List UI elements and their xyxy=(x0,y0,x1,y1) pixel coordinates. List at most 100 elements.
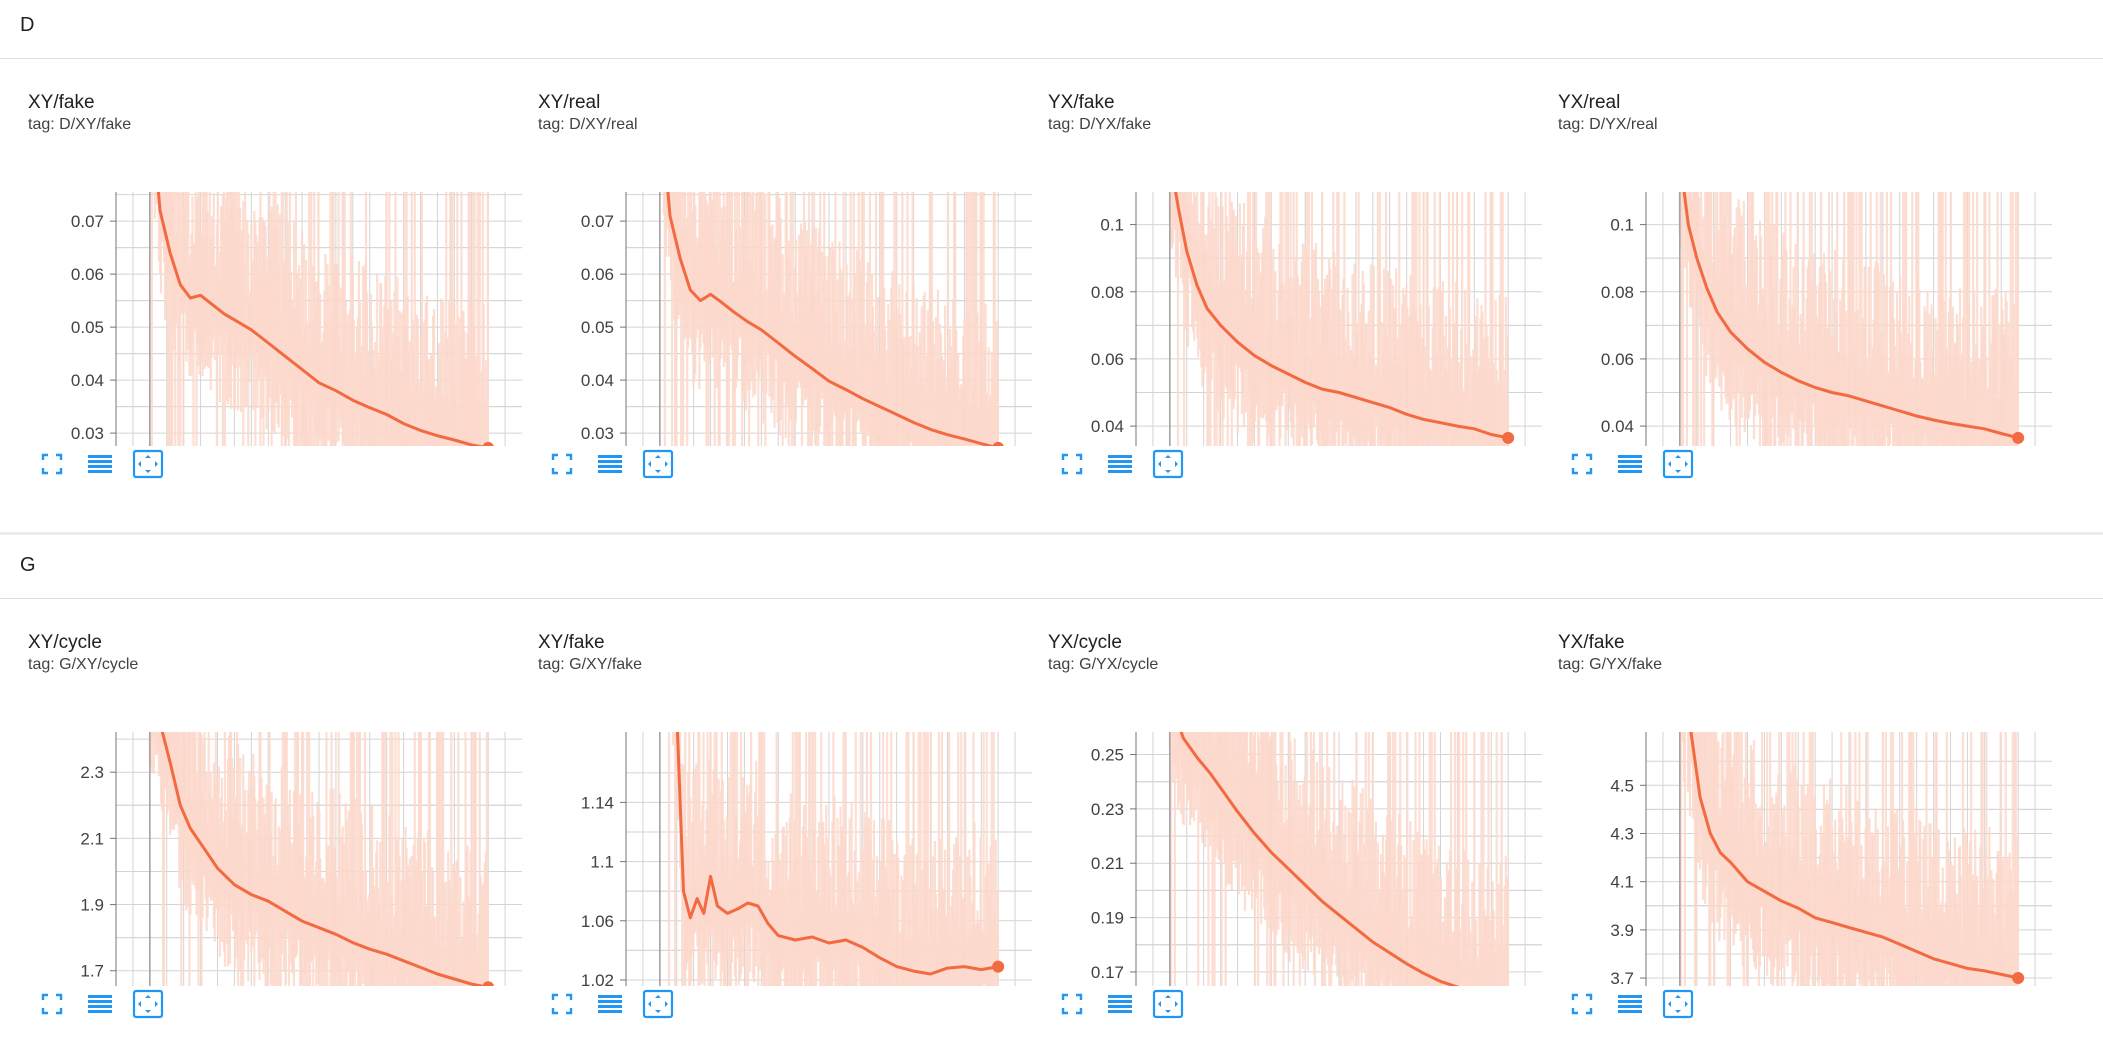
raw-data-band xyxy=(1678,192,2019,446)
chart-title: YX/fake xyxy=(1048,92,1115,113)
chart-tag: tag: G/YX/fake xyxy=(1558,656,1663,673)
fullscreen-icon[interactable] xyxy=(1564,446,1600,482)
y-tick-label: 0.23 xyxy=(1091,800,1124,819)
series-endpoint[interactable] xyxy=(2012,972,2025,985)
y-tick-label: 2.3 xyxy=(80,763,104,782)
line-chart: 0.170.190.210.230.2501k2k3k4k5k6k7k8k9k1… xyxy=(1091,732,1542,986)
section-header[interactable]: G xyxy=(0,540,2103,599)
line-chart: 0.030.040.050.060.0701k2k3k4k5k6k7k8k9k1… xyxy=(581,192,1032,446)
series-line xyxy=(1689,732,2019,980)
y-tick-label: 0.05 xyxy=(581,318,614,337)
chart-title: XY/real xyxy=(538,92,601,113)
axes xyxy=(1640,192,1681,446)
y-tick-label: 4.3 xyxy=(1610,824,1634,843)
toggle-data-icon[interactable] xyxy=(592,986,628,1022)
y-tick-label: 0.1 xyxy=(1610,216,1634,235)
fullscreen-icon[interactable] xyxy=(1564,986,1600,1022)
series-endpoint[interactable] xyxy=(482,981,495,986)
y-tick-label: 0.25 xyxy=(1091,746,1124,765)
y-tick-label: 1.14 xyxy=(581,793,614,812)
y-tick-label: 4.1 xyxy=(1610,873,1634,892)
fit-domain-icon[interactable] xyxy=(130,446,166,482)
fit-domain-icon[interactable] xyxy=(640,986,676,1022)
chart-tag: tag: G/XY/cycle xyxy=(28,656,139,673)
y-tick-label: 0.07 xyxy=(581,212,614,231)
y-tick-label: 0.03 xyxy=(71,424,104,443)
series-endpoint[interactable] xyxy=(2012,431,2025,444)
raw-data-band xyxy=(148,732,489,986)
y-tick-label: 1.06 xyxy=(581,912,614,931)
y-tick-label: 0.04 xyxy=(581,371,614,390)
raw-data-band xyxy=(667,732,999,986)
toggle-data-icon[interactable] xyxy=(592,446,628,482)
toggle-data-icon[interactable] xyxy=(1102,446,1138,482)
fullscreen-icon[interactable] xyxy=(34,446,70,482)
y-tick-label: 0.06 xyxy=(71,265,104,284)
toggle-data-icon[interactable] xyxy=(82,986,118,1022)
fullscreen-icon[interactable] xyxy=(34,986,70,1022)
series-line xyxy=(666,192,997,446)
y-tick-label: 4.5 xyxy=(1610,776,1634,795)
y-tick-label: 0.04 xyxy=(1091,417,1124,436)
fit-domain-icon[interactable] xyxy=(640,446,676,482)
y-tick-label: 3.9 xyxy=(1610,921,1634,940)
line-chart: 3.73.94.14.34.501k2k3k4k5k6k7k8k9k10k xyxy=(1610,732,2052,986)
series-endpoint[interactable] xyxy=(482,441,494,446)
fit-domain-icon[interactable] xyxy=(1150,986,1186,1022)
chart-card: XY/real tag: D/XY/real 0.03 0.04 0.05 0.06 0.0… xyxy=(530,92,1040,512)
toggle-data-icon[interactable] xyxy=(1102,986,1138,1022)
chart-title: XY/cycle xyxy=(28,632,102,653)
fit-domain-icon[interactable] xyxy=(1660,986,1696,1022)
axes xyxy=(620,192,661,446)
chart-card: YX/cycle tag: G/YX/cycle 0.17 0.19 0.21 0.23 0… xyxy=(1040,632,1550,1052)
y-tick-label: 0.08 xyxy=(1091,283,1124,302)
fullscreen-icon[interactable] xyxy=(1054,986,1090,1022)
y-tick-label: 0.06 xyxy=(581,265,614,284)
fullscreen-icon[interactable] xyxy=(544,446,580,482)
chart-title: XY/fake xyxy=(538,632,605,653)
y-tick-label: 0.06 xyxy=(1091,350,1124,369)
series-endpoint[interactable] xyxy=(992,441,1004,446)
y-tick-label: 0.04 xyxy=(71,371,104,390)
toggle-data-icon[interactable] xyxy=(1612,986,1648,1022)
chart-title: YX/cycle xyxy=(1048,632,1122,653)
fullscreen-icon[interactable] xyxy=(544,986,580,1022)
section-title: G xyxy=(20,554,36,576)
y-tick-label: 0.08 xyxy=(1601,283,1634,302)
axes xyxy=(1130,192,1171,446)
series-line xyxy=(156,192,487,446)
toggle-data-icon[interactable] xyxy=(1612,446,1648,482)
fullscreen-icon[interactable] xyxy=(1054,446,1090,482)
section-divider xyxy=(0,532,2103,535)
toggle-data-icon[interactable] xyxy=(82,446,118,482)
chart-title: XY/fake xyxy=(28,92,95,113)
line-chart: 0.030.040.050.060.0701k2k3k4k5k6k7k8k9k1… xyxy=(71,192,522,446)
series-endpoint[interactable] xyxy=(1502,431,1515,444)
y-tick-label: 0.21 xyxy=(1091,854,1124,873)
chart-tag: tag: D/YX/fake xyxy=(1048,116,1152,133)
section-header[interactable]: D xyxy=(0,0,2103,59)
series-endpoint[interactable] xyxy=(992,960,1005,973)
series-line xyxy=(1682,192,2019,440)
y-tick-label: 0.04 xyxy=(1601,417,1634,436)
y-tick-label: 1.1 xyxy=(590,853,614,872)
fit-domain-icon[interactable] xyxy=(1150,446,1186,482)
axes xyxy=(1640,732,1681,986)
fit-domain-icon[interactable] xyxy=(130,986,166,1022)
axes xyxy=(110,732,151,986)
series-line xyxy=(1174,192,1509,440)
line-chart: 0.040.060.080.101k2k3k4k5k6k7k8k9k10k xyxy=(1091,192,1542,446)
fit-domain-icon[interactable] xyxy=(1660,446,1696,482)
raw-data-band xyxy=(1168,192,1509,446)
axes xyxy=(110,192,151,446)
y-tick-label: 0.1 xyxy=(1100,216,1124,235)
axes xyxy=(620,732,661,986)
y-tick-label: 0.05 xyxy=(71,318,104,337)
raw-data-band xyxy=(150,192,489,446)
chart-tag: tag: D/YX/real xyxy=(1558,116,1658,133)
chart-tag: tag: G/XY/fake xyxy=(538,656,643,673)
